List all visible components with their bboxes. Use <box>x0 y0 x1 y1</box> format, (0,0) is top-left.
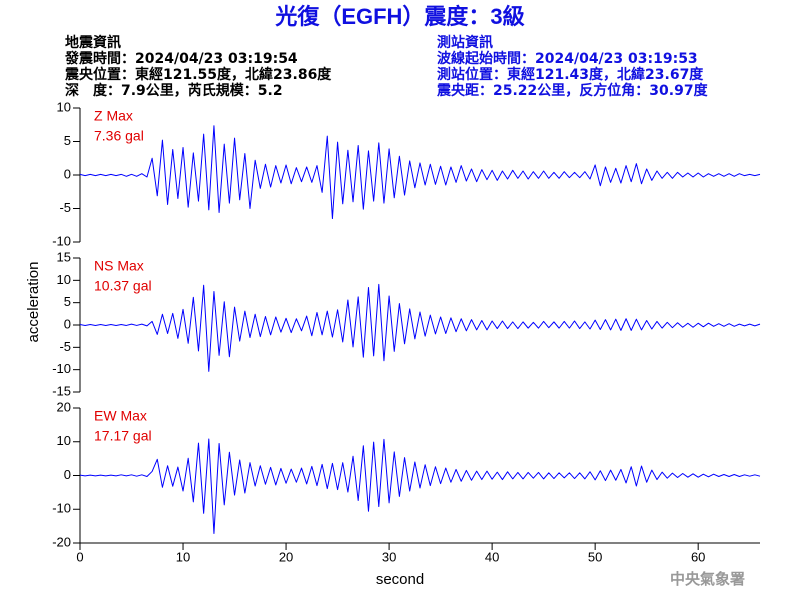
station-info-line: 測站資訊 <box>437 34 493 51</box>
y-tick-label: 20 <box>57 399 71 414</box>
watermark: 中央氣象署 <box>670 570 745 588</box>
max-label: NS Max <box>94 258 144 274</box>
x-tick-label: 40 <box>485 549 499 564</box>
x-tick-label: 50 <box>588 549 602 564</box>
y-tick-label: 0 <box>64 316 71 331</box>
x-tick-label: 30 <box>382 549 396 564</box>
event-info-line: 震央位置：東經121.55度，北緯23.86度 <box>64 66 332 83</box>
y-tick-label: 0 <box>64 166 71 181</box>
max-label: Z Max <box>94 108 133 124</box>
y-tick-label: -5 <box>59 339 71 354</box>
x-tick-label: 20 <box>279 549 293 564</box>
y-tick-label: 5 <box>64 294 71 309</box>
y-tick-label: 5 <box>64 133 71 148</box>
x-axis-label: second <box>376 571 424 588</box>
y-tick-label: 10 <box>57 99 71 114</box>
max-label: 10.37 gal <box>94 278 152 294</box>
y-tick-label: -15 <box>52 383 71 398</box>
x-tick-label: 0 <box>76 549 83 564</box>
y-tick-label: 15 <box>57 249 71 264</box>
station-info-line: 波線起始時間：2024/04/23 03:19:53 <box>437 50 698 67</box>
title: 光復（EGFH）震度：3級 <box>274 4 524 29</box>
y-tick-label: -10 <box>52 501 71 516</box>
x-tick-label: 60 <box>691 549 705 564</box>
waveform <box>79 125 761 220</box>
y-tick-label: 10 <box>57 272 71 287</box>
max-label: 7.36 gal <box>94 128 144 144</box>
max-label: EW Max <box>94 408 147 424</box>
event-info-line: 地震資訊 <box>65 34 121 51</box>
waveform <box>79 283 761 372</box>
y-tick-label: -20 <box>52 534 71 549</box>
event-info-line: 深 度：7.9公里，芮氏規模：5.2 <box>65 82 283 99</box>
y-tick-label: -10 <box>52 361 71 376</box>
station-info-line: 震央距：25.22公里，反方位角：30.97度 <box>436 82 709 99</box>
max-label: 17.17 gal <box>94 428 152 444</box>
y-axis-label: acceleration <box>25 262 42 343</box>
waveform <box>79 438 761 534</box>
station-info-line: 測站位置：東經121.43度，北緯23.67度 <box>437 66 704 83</box>
event-info-line: 發震時間：2024/04/23 03:19:54 <box>64 50 298 67</box>
y-tick-label: 0 <box>64 467 71 482</box>
x-tick-label: 10 <box>176 549 190 564</box>
y-tick-label: 10 <box>57 433 71 448</box>
y-tick-label: -5 <box>59 200 71 215</box>
y-tick-label: -10 <box>52 233 71 248</box>
